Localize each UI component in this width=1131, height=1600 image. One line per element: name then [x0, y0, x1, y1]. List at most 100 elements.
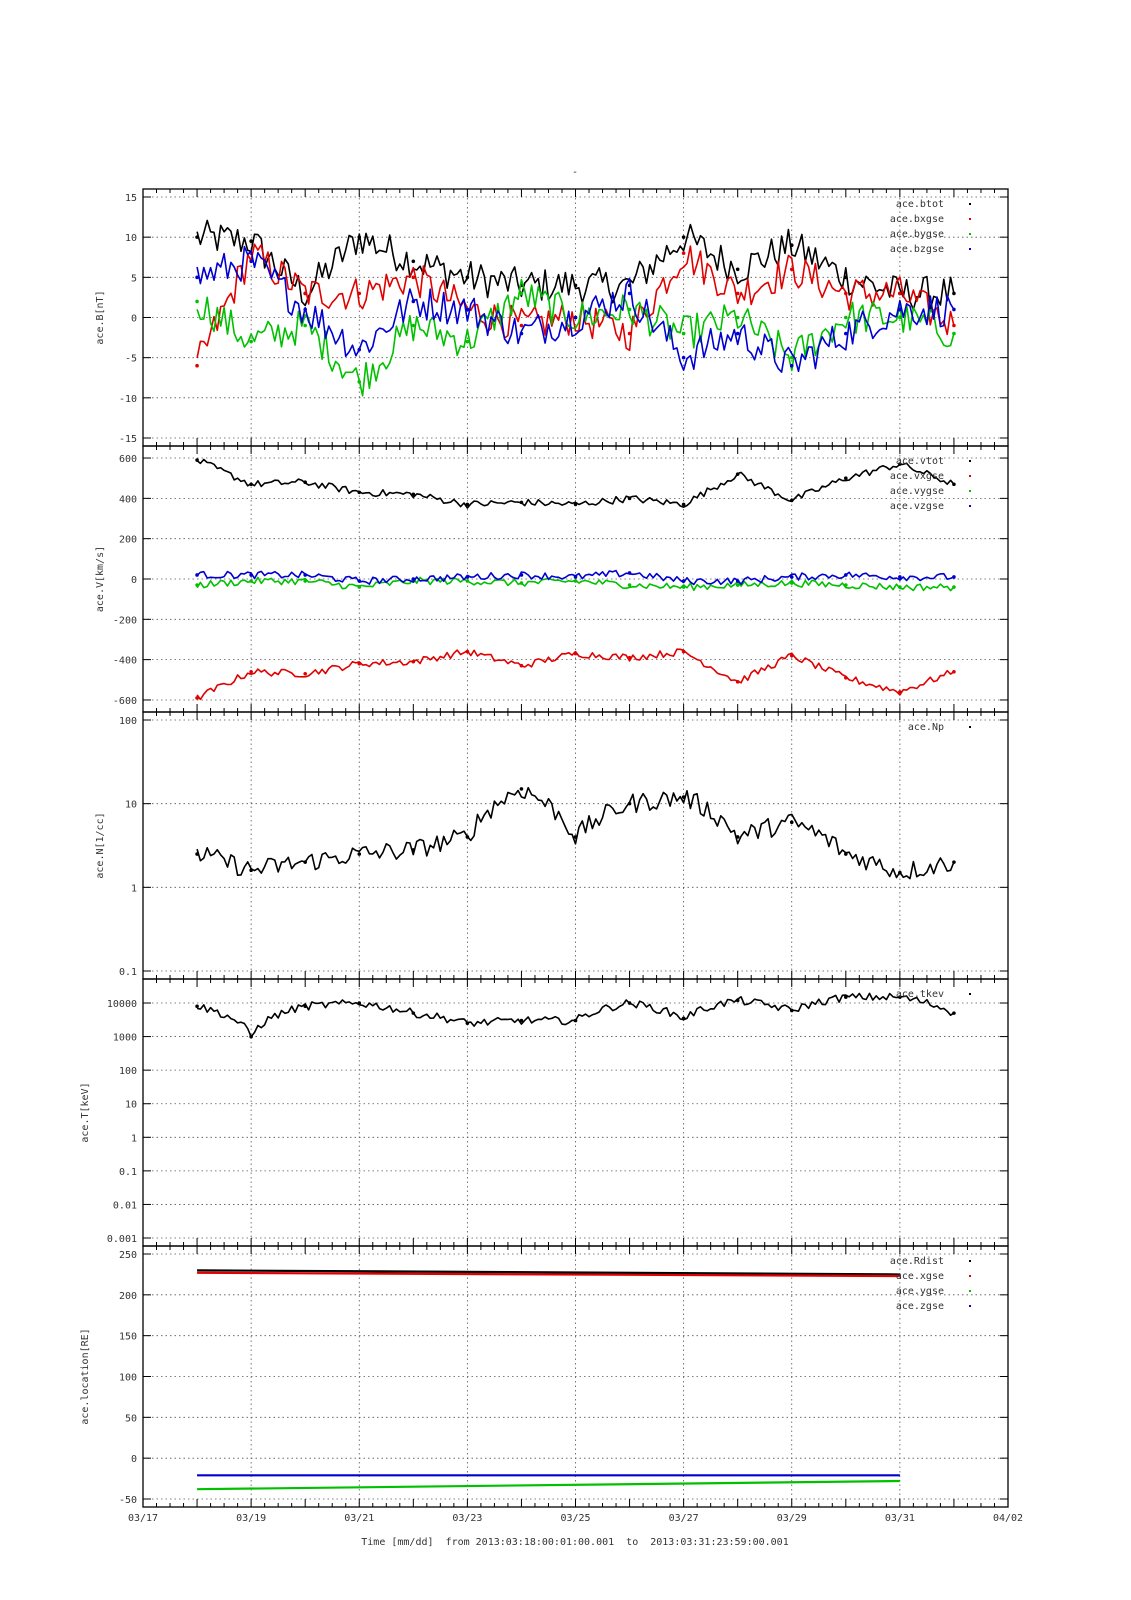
legend-marker — [969, 726, 971, 728]
y-tick-label: 100 — [119, 716, 137, 727]
legend: ace.tkev — [896, 989, 971, 1000]
y-tick-label: 100 — [119, 1373, 137, 1384]
data-point — [249, 573, 253, 577]
data-point — [789, 243, 794, 247]
data-point — [249, 239, 253, 243]
series-ace-tkev — [195, 992, 956, 1039]
data-point — [357, 291, 362, 296]
top-marker: - — [572, 167, 578, 178]
legend-marker — [969, 1290, 971, 1292]
data-point — [519, 573, 524, 577]
data-point — [195, 363, 199, 368]
data-point — [303, 579, 307, 583]
data-point — [357, 661, 362, 666]
y-tick-label: 1 — [131, 1133, 137, 1144]
data-point — [844, 675, 848, 680]
panel-frame — [142, 1245, 1009, 1508]
legend-label: ace.bxgse — [890, 214, 944, 225]
y-tick-label: 0 — [131, 314, 137, 325]
legend-marker — [969, 505, 971, 507]
y-tick-label: 600 — [119, 454, 137, 465]
legend-marker — [969, 1305, 971, 1307]
data-point — [249, 339, 253, 344]
series-ace-bzgse — [195, 245, 956, 373]
panel-2: 600 400 200 0 -200 -400 -600 ace.V[km/s] ace.vto… — [95, 445, 1009, 713]
data-point — [357, 852, 362, 856]
data-point — [357, 379, 362, 384]
y-axis-label: ace.location[RE] — [80, 1328, 91, 1424]
data-point — [898, 307, 902, 312]
data-point — [303, 307, 307, 312]
legend: ace.vtot ace.vxgse ace.vygse ace.vzgse — [890, 456, 971, 512]
legend-label: ace.ygse — [896, 1286, 944, 1297]
data-point — [249, 482, 253, 487]
data-point — [844, 476, 848, 480]
series-ace-xgse — [197, 1271, 900, 1278]
series-ace-vtot — [195, 458, 956, 509]
data-point — [844, 995, 848, 999]
data-point — [195, 299, 199, 304]
y-axis-label: ace.V[km/s] — [95, 546, 106, 612]
data-point — [735, 291, 740, 296]
data-point — [573, 575, 578, 579]
legend-marker — [969, 993, 971, 995]
data-point — [303, 323, 307, 328]
data-point — [952, 669, 956, 674]
data-point — [952, 323, 956, 328]
data-point — [303, 573, 307, 577]
data-point — [898, 462, 902, 466]
data-point — [789, 653, 794, 658]
data-point — [195, 573, 199, 577]
data-point — [735, 579, 740, 583]
y-tick-label: -10 — [119, 394, 137, 405]
data-point — [465, 339, 470, 344]
legend: ace.Np — [908, 722, 971, 733]
y-tick-label: 1 — [131, 883, 137, 894]
data-point — [735, 315, 740, 320]
data-point — [735, 680, 740, 684]
series-ace-Np — [195, 786, 956, 880]
data-point — [681, 579, 686, 583]
x-tick-label: 03/31 — [885, 1513, 915, 1524]
x-tick-label: 03/23 — [452, 1513, 482, 1524]
x-tick-label: 04/02 — [993, 1513, 1023, 1524]
legend: ace.Rdist ace.xgse ace.ygse ace.zgse — [890, 1256, 971, 1312]
data-point — [681, 251, 686, 256]
legend-marker — [969, 460, 971, 462]
legend-label: ace.Rdist — [890, 1256, 944, 1267]
series-line — [197, 1269, 900, 1276]
data-point — [465, 1021, 470, 1026]
data-point — [357, 1001, 362, 1005]
legend-marker — [969, 1275, 971, 1277]
data-point — [519, 331, 524, 336]
data-point — [627, 655, 632, 660]
data-point — [789, 355, 794, 360]
data-point — [573, 315, 578, 320]
data-point — [952, 860, 956, 864]
data-point — [303, 291, 307, 296]
series-trace — [196, 458, 955, 509]
x-tick-label: 03/17 — [128, 1513, 158, 1524]
legend-marker — [969, 490, 971, 492]
data-point — [735, 472, 740, 476]
x-tick-label: 03/19 — [236, 1513, 266, 1524]
y-tick-label: 0 — [131, 575, 137, 586]
data-point — [465, 579, 470, 583]
data-point — [898, 870, 902, 875]
data-point — [519, 663, 524, 668]
series-trace — [196, 278, 955, 397]
data-point — [627, 496, 632, 501]
panels-group: 151050-5-10-15ace.B[nT]ace.btotace.bxgse… — [80, 188, 1009, 1508]
data-point — [249, 259, 253, 264]
series-ace-vzgse — [195, 569, 956, 586]
data-point — [735, 583, 740, 587]
data-point — [573, 502, 578, 507]
y-tick-label: -400 — [113, 656, 137, 667]
data-point — [465, 575, 470, 579]
series-trace — [196, 245, 955, 373]
data-point — [357, 579, 362, 583]
y-tick-label: 10 — [125, 800, 137, 811]
series-trace — [196, 648, 955, 701]
legend-label: ace.bzgse — [890, 244, 944, 255]
